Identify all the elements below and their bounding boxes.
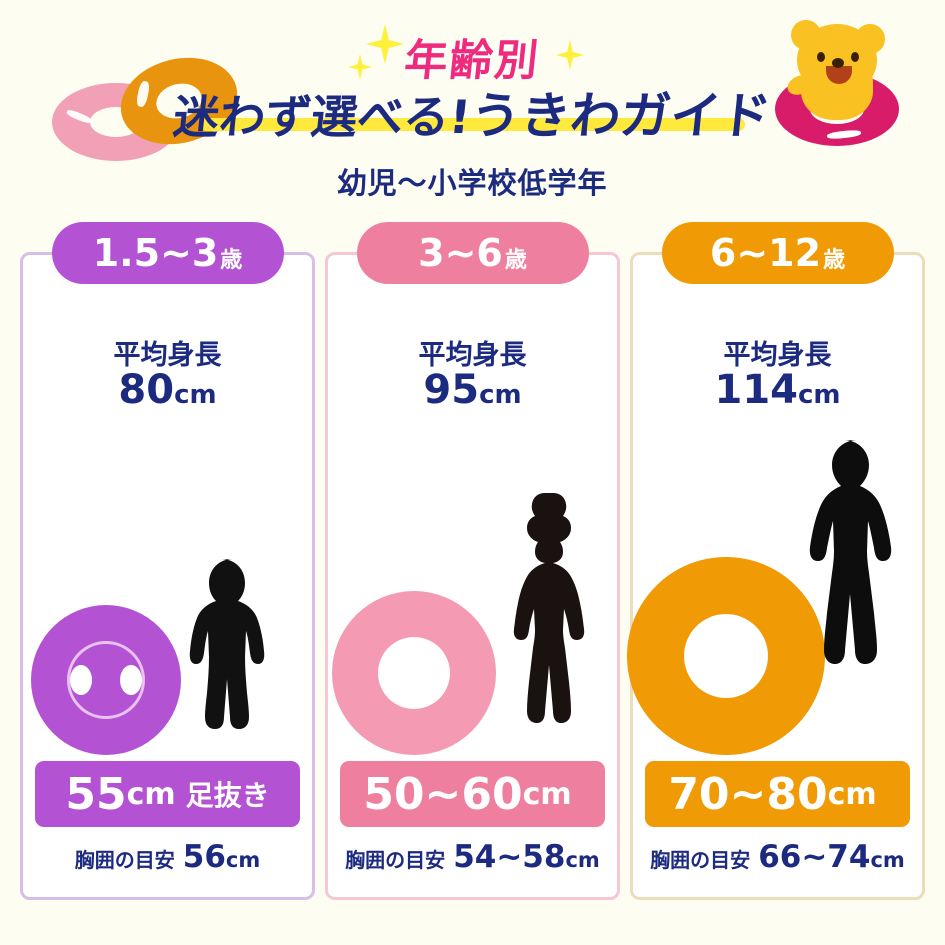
recommended-size-value: 50~60	[363, 768, 523, 820]
header: 年齢別 迷わず選べる!うきわガイド 幼児～小学校低学年	[0, 0, 945, 205]
mascot-eye-right	[851, 52, 859, 62]
swim-ring-icon	[627, 557, 825, 755]
swim-float-leg-hole-icon	[31, 605, 181, 755]
chest-measure-number: 54~58	[453, 839, 566, 875]
chest-measure-label: 胸囲の目安	[74, 848, 175, 872]
toddler-silhouette-icon	[173, 555, 293, 755]
chest-measure-label: 胸囲の目安	[345, 848, 446, 872]
age-badge: 6~12 歳	[661, 222, 894, 284]
illustration-area	[328, 425, 617, 755]
average-height-value: 95cm	[328, 367, 617, 413]
average-height-label: 平均身長	[113, 340, 222, 371]
recommended-size-unit: cm	[522, 776, 572, 812]
float-inner-ring	[67, 641, 145, 719]
age-badge: 1.5~3 歳	[51, 222, 284, 284]
average-height-unit: cm	[797, 380, 841, 410]
swim-ring-icon	[332, 591, 496, 755]
average-height-number: 95	[423, 367, 480, 413]
title-main-wrapper: 迷わず選べる!うきわガイド	[0, 76, 945, 145]
average-height-label: 平均身長	[723, 340, 832, 371]
recommended-size-note: 足抜き	[185, 779, 270, 812]
recommended-size-value: 70~80	[668, 768, 828, 820]
chest-measure: 胸囲の目安 66~74cm	[633, 839, 922, 875]
recommended-size-value: 55	[65, 768, 127, 820]
chest-measure-unit: cm	[225, 848, 261, 872]
average-height-unit: cm	[174, 380, 217, 410]
mascot-mouth	[826, 66, 852, 84]
decorative-swim-rings	[42, 45, 247, 161]
chest-measure-value: 66~74cm	[758, 839, 905, 875]
title-underline	[200, 118, 745, 131]
age-card-6-to-12[interactable]: 6~12 歳 平均身長 114cm 70~80 cm 胸囲の目安 66~74cm	[627, 222, 925, 900]
illustration-area	[627, 425, 922, 755]
age-card-3-to-6[interactable]: 3~6 歳 平均身長 95cm 50~60 cm 胸囲の目安 54~58cm	[325, 222, 620, 900]
recommended-size-unit: cm	[827, 776, 877, 812]
mascot-eye-left	[817, 52, 825, 62]
recommended-size-unit: cm	[126, 776, 176, 812]
bear-mascot-icon	[769, 16, 919, 152]
age-badge-range: 3~6	[418, 231, 503, 275]
age-badge-unit: 歳	[504, 248, 527, 273]
age-badge-range: 1.5~3	[92, 231, 219, 275]
mascot-nose	[832, 58, 844, 68]
age-badge-unit: 歳	[823, 248, 846, 273]
chest-measure-value: 56cm	[183, 839, 260, 875]
average-height-number: 114	[714, 367, 798, 413]
age-badge-unit: 歳	[220, 248, 243, 273]
age-badge-range: 6~12	[709, 231, 822, 275]
title-segment-a: 迷わず選べる!	[170, 90, 474, 144]
recommended-size-band: 55 cm 足抜き	[35, 761, 300, 827]
average-height-label: 平均身長	[418, 340, 527, 371]
title-segment-b: うきわガイド	[467, 87, 774, 145]
average-height-number: 80	[118, 367, 175, 413]
chest-measure: 胸囲の目安 54~58cm	[328, 839, 617, 875]
chest-measure-number: 66~74	[758, 839, 871, 875]
float-leg-hole-right	[120, 665, 142, 695]
recommended-size-band: 70~80 cm	[645, 761, 910, 827]
age-badge: 3~6 歳	[356, 222, 589, 284]
girl-silhouette-icon	[483, 493, 608, 755]
chest-measure-unit: cm	[565, 848, 600, 872]
age-card-1-5-to-3[interactable]: 1.5~3 歳 平均身長 80cm 55 cm 足抜き 胸囲の目安 56cm	[20, 222, 315, 900]
age-cards-container: 1.5~3 歳 平均身長 80cm 55 cm 足抜き 胸囲の目安 56cm	[0, 222, 945, 912]
chest-measure-unit: cm	[870, 848, 905, 872]
chest-measure-value: 54~58cm	[453, 839, 600, 875]
chest-measure-label: 胸囲の目安	[650, 848, 751, 872]
float-leg-hole-left	[70, 665, 92, 695]
recommended-size-band: 50~60 cm	[340, 761, 605, 827]
average-height-value: 114cm	[633, 367, 922, 413]
chest-measure: 胸囲の目安 56cm	[23, 839, 312, 875]
boy-silhouette-icon	[793, 440, 921, 755]
average-height-unit: cm	[479, 380, 522, 410]
page-title: 迷わず選べる!うきわガイド	[170, 76, 775, 148]
illustration-area	[23, 425, 312, 755]
chest-measure-number: 56	[182, 839, 226, 875]
average-height-value: 80cm	[23, 367, 312, 413]
page-subtitle: 幼児～小学校低学年	[337, 166, 608, 200]
